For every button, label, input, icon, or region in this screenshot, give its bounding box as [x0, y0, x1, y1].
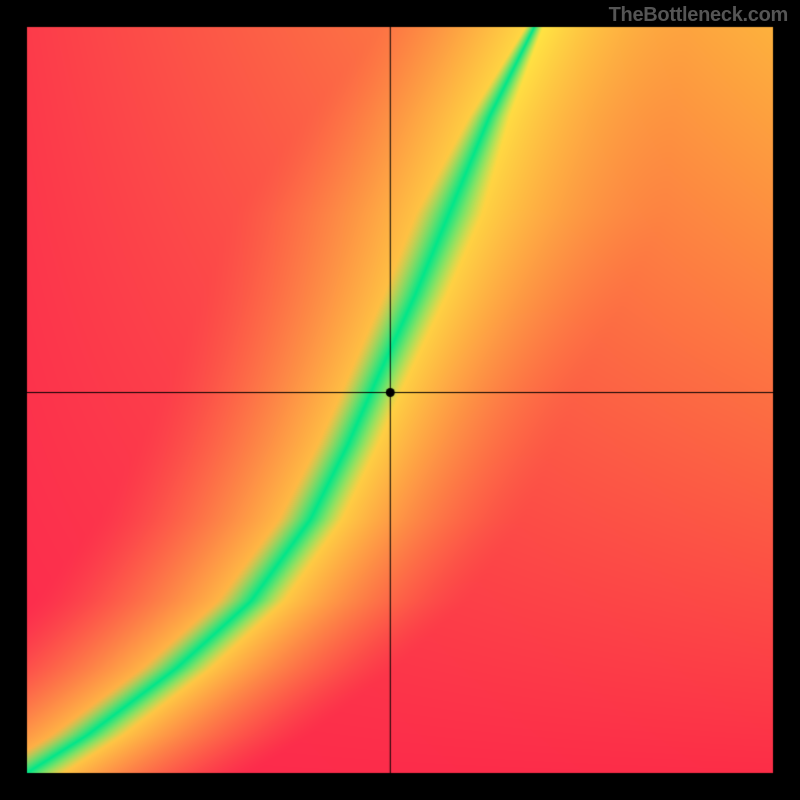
watermark-text: TheBottleneck.com [609, 4, 788, 27]
chart-container: TheBottleneck.com [0, 0, 800, 800]
heatmap-canvas [0, 0, 800, 800]
